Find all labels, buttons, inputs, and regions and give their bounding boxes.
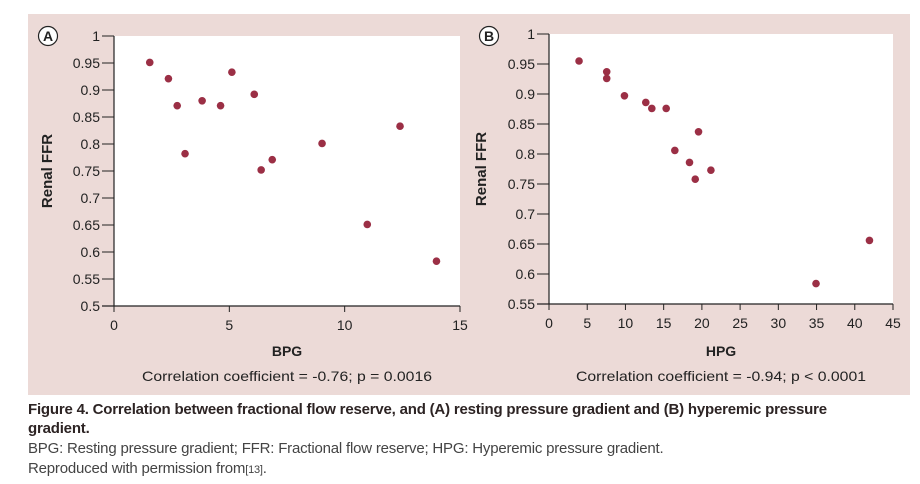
permission-suffix: .	[262, 460, 267, 477]
x-tick-label: 10	[618, 315, 634, 331]
figure-caption-permission: Reproduced with permission from[13].	[28, 460, 267, 477]
plot-area	[549, 34, 893, 304]
data-point	[363, 220, 372, 229]
x-tick-label: 45	[885, 315, 901, 331]
x-tick-label: 0	[545, 315, 553, 331]
data-point	[685, 158, 694, 167]
y-tick-label: 0.65	[73, 217, 100, 233]
data-point	[181, 149, 189, 158]
y-tick-label: 0.55	[508, 296, 535, 312]
y-tick-label: 0.75	[508, 176, 535, 192]
y-tick-label: 0.8	[516, 146, 536, 162]
y-tick-label: 0.9	[516, 86, 536, 102]
plot-area	[114, 36, 460, 306]
y-axis-label: Renal FFR	[39, 134, 56, 208]
y-tick-label: 0.65	[508, 236, 535, 252]
data-point	[216, 101, 225, 110]
y-tick-label: 0.55	[73, 271, 100, 287]
data-point	[602, 74, 611, 83]
y-axis-label: Renal FFR	[473, 132, 490, 206]
y-tick-label: 0.6	[516, 266, 536, 282]
reference-link[interactable]: [13]	[245, 464, 263, 476]
x-tick-label: 35	[809, 315, 825, 331]
y-tick-label: 0.95	[508, 56, 535, 72]
y-tick-label: 0.8	[81, 136, 101, 152]
data-point	[620, 92, 629, 100]
y-tick-label: 1	[92, 28, 100, 44]
data-point	[173, 101, 182, 110]
x-tick-label: 25	[732, 315, 748, 331]
data-point	[396, 122, 404, 130]
x-tick-label: 5	[583, 315, 591, 331]
x-tick-label: 10	[337, 317, 353, 333]
data-point	[694, 128, 703, 136]
permission-text: Reproduced with permission from	[28, 460, 246, 477]
x-tick-label: 20	[694, 315, 710, 331]
panel-label-badge	[478, 25, 500, 47]
panel-label: B	[484, 28, 494, 44]
figure-caption-title: Figure 4. Correlation between fractional…	[28, 401, 827, 437]
data-point	[228, 68, 236, 76]
data-point	[575, 57, 583, 65]
data-point	[198, 97, 206, 105]
x-axis-label: BPG	[272, 343, 302, 359]
x-tick-label: 0	[110, 317, 118, 333]
data-point	[865, 236, 874, 245]
data-point	[318, 139, 326, 148]
y-tick-label: 0.85	[508, 116, 535, 132]
x-tick-label: 5	[225, 317, 233, 333]
data-point	[257, 166, 265, 174]
x-tick-label: 15	[656, 315, 672, 331]
y-tick-label: 0.9	[81, 82, 101, 98]
data-point	[691, 175, 700, 183]
panel-label-badge	[37, 25, 59, 47]
panel-label: A	[43, 28, 53, 44]
data-point	[812, 279, 820, 288]
x-tick-label: 40	[847, 315, 863, 331]
data-point	[250, 90, 259, 99]
data-point	[671, 146, 679, 155]
data-point	[268, 155, 277, 164]
data-point	[432, 257, 441, 265]
data-point	[648, 104, 656, 113]
data-point	[602, 68, 611, 76]
x-tick-label: 15	[452, 317, 468, 333]
correlation-annotation: Correlation coefficient = -0.94; p < 0.0…	[576, 368, 866, 384]
y-tick-label: 0.95	[73, 55, 100, 71]
y-tick-label: 0.7	[516, 206, 536, 222]
x-axis-label: HPG	[706, 343, 736, 359]
data-point	[145, 58, 154, 67]
y-tick-label: 0.85	[73, 109, 100, 125]
y-tick-label: 0.5	[81, 298, 101, 314]
figure-caption-abbreviations: BPG: Resting pressure gradient; FFR: Fra…	[28, 440, 664, 457]
data-point	[641, 98, 650, 107]
data-point	[662, 104, 670, 113]
correlation-annotation: Correlation coefficient = -0.76; p = 0.0…	[142, 368, 432, 384]
x-tick-label: 30	[771, 315, 787, 331]
data-point	[707, 166, 715, 174]
y-tick-label: 1	[527, 26, 535, 42]
data-point	[164, 74, 173, 83]
y-tick-label: 0.75	[73, 163, 100, 179]
y-tick-label: 0.6	[81, 244, 101, 260]
y-tick-label: 0.7	[81, 190, 101, 206]
